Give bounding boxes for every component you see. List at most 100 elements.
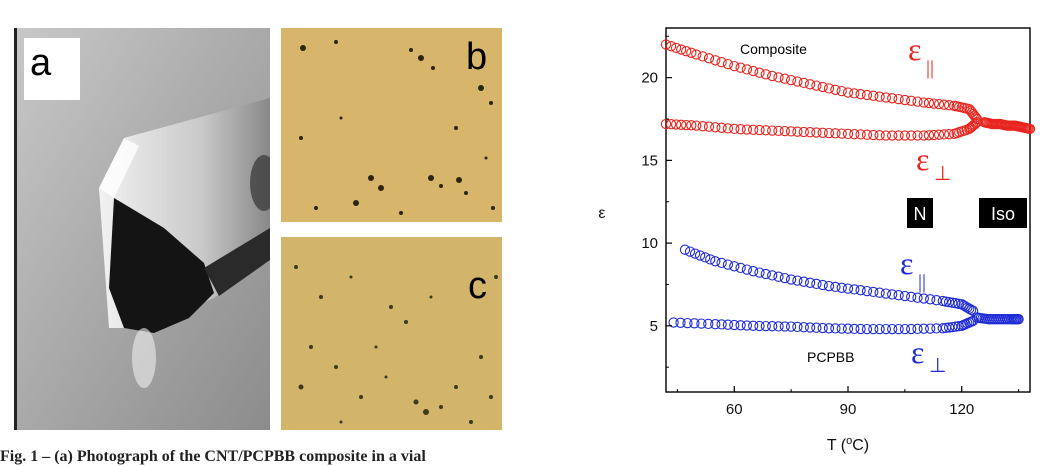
data-point: [710, 256, 721, 267]
data-point: [729, 123, 740, 135]
data-point: [893, 93, 904, 105]
data-point: [880, 130, 892, 141]
data-point: [741, 320, 753, 331]
x-tick-label: 90: [840, 401, 857, 418]
data-point: [785, 321, 797, 332]
data-point: [868, 90, 879, 101]
data-point: [925, 294, 936, 305]
data-point: [918, 323, 929, 334]
data-point: [697, 51, 708, 62]
data-point: [804, 322, 816, 333]
data-point: [722, 58, 734, 70]
data-point: [785, 126, 797, 137]
pcpbb-label: PCPBB: [807, 349, 854, 365]
composite-label: Composite: [740, 41, 807, 57]
data-point: [754, 67, 765, 78]
data-point: [893, 323, 904, 335]
data-point: [679, 244, 691, 255]
data-point: [817, 279, 828, 291]
series-4: [668, 315, 979, 335]
data-point: [767, 70, 778, 82]
chart-ticks: 60 90 120 5 10 15 20: [641, 35, 1020, 418]
data-point: [703, 53, 715, 64]
data-point: [950, 321, 961, 332]
data-point: [798, 276, 809, 287]
isotropic-label: Iso: [991, 204, 1015, 224]
data-point: [773, 321, 784, 332]
data-point: [716, 319, 727, 330]
data-point: [735, 262, 746, 274]
data-point: [893, 290, 904, 301]
svg-text:ε: ε: [900, 245, 913, 281]
data-point: [754, 267, 765, 278]
y-tick-label: 20: [641, 70, 658, 87]
data-point: [899, 323, 911, 335]
data-point: [703, 121, 715, 132]
data-point: [830, 84, 841, 95]
data-point: [823, 83, 835, 94]
data-point: [842, 128, 854, 140]
data-point: [953, 298, 964, 309]
vial-photo: [14, 28, 270, 430]
data-point: [716, 257, 727, 269]
data-point: [928, 98, 940, 109]
data-point: [967, 315, 979, 327]
data-point: [804, 79, 816, 90]
series-2: [979, 117, 1036, 135]
data-point: [1013, 314, 1024, 325]
pcpbb-eps-parallel-label: ε ||: [900, 245, 926, 293]
x-axis-title: T (oC): [827, 435, 869, 454]
data-point: [842, 283, 854, 294]
data-point: [943, 100, 955, 111]
data-point: [700, 252, 711, 263]
data-point: [880, 323, 892, 335]
data-point: [912, 130, 923, 141]
data-point: [899, 290, 911, 302]
data-point: [804, 277, 816, 288]
data-point: [811, 278, 822, 290]
data-point: [899, 94, 911, 106]
panel-b-micrograph: b: [281, 28, 502, 222]
data-point: [735, 124, 746, 135]
data-point: [966, 304, 977, 315]
data-point: [943, 129, 955, 140]
data-point: [779, 125, 790, 137]
data-point: [887, 323, 898, 335]
data-point: [798, 126, 809, 138]
data-point: [735, 62, 746, 73]
data-point: [912, 323, 923, 335]
data-point: [969, 119, 980, 130]
composite-eps-parallel-label: ε ||: [908, 31, 934, 79]
data-point: [923, 97, 935, 109]
svg-text:||: ||: [926, 57, 934, 79]
data-point: [798, 322, 809, 333]
data-point: [660, 39, 672, 50]
data-point: [849, 129, 860, 140]
data-point: [830, 323, 841, 334]
data-point: [754, 320, 765, 332]
data-point: [925, 323, 936, 334]
data-point: [899, 130, 911, 141]
data-point: [681, 119, 692, 131]
data-point: [792, 126, 803, 137]
data-point: [779, 272, 790, 284]
data-point: [893, 130, 904, 141]
data-point: [670, 42, 682, 54]
data-point: [773, 72, 784, 83]
series-0: [660, 39, 983, 125]
data-point: [880, 288, 892, 299]
data-point: [689, 248, 701, 259]
panel-b-label: b: [466, 36, 488, 78]
data-point: [722, 319, 734, 330]
svg-text:ε: ε: [911, 334, 924, 370]
data-point: [773, 271, 784, 282]
data-point: [670, 119, 682, 130]
data-point: [938, 99, 950, 110]
data-point: [767, 270, 778, 281]
y-tick-label: 5: [650, 318, 658, 335]
data-point: [792, 321, 803, 333]
data-point: [817, 127, 828, 138]
series-5: [971, 312, 1024, 325]
y-tick-label: 10: [641, 235, 658, 252]
